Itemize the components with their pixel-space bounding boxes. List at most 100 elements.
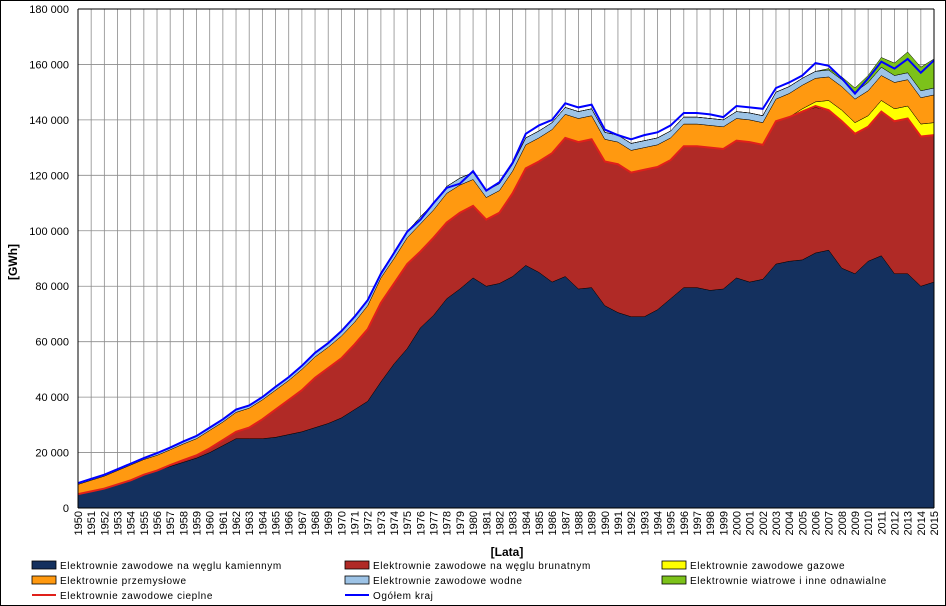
x-tick-label: 1968 [310, 511, 322, 535]
x-tick-label: 2014 [916, 511, 928, 535]
y-tick-label: 120 000 [29, 170, 69, 182]
x-tick-label: 1965 [271, 511, 283, 535]
x-tick-label: 2007 [824, 511, 836, 535]
legend-label-elektrownie-zawodowe-wodne: Elektrownie zawodowe wodne [373, 576, 523, 587]
x-tick-label: 1988 [573, 511, 585, 535]
y-tick-label: 0 [63, 503, 69, 515]
legend-label-elektrownie-wiatrowe-i-inne-odnawialne: Elektrownie wiatrowe i inne odnawialne [690, 576, 887, 587]
x-tick-label: 1960 [205, 511, 217, 535]
x-tick-label: 1991 [613, 511, 625, 535]
x-tick-label: 1985 [534, 511, 546, 535]
x-tick-label: 1958 [178, 511, 190, 535]
x-tick-label: 1963 [244, 511, 256, 535]
x-tick-label: 1990 [600, 511, 612, 535]
legend-label-elektrownie-zawodowe-cieplne: Elektrownie zawodowe cieplne [60, 591, 213, 602]
x-tick-label: 1976 [415, 511, 427, 535]
x-tick-label: 1981 [481, 511, 493, 535]
x-tick-label: 1978 [442, 511, 454, 535]
x-tick-label: 1994 [652, 511, 664, 535]
x-tick-label: 1952 [99, 511, 111, 535]
x-tick-label: 1969 [323, 511, 335, 535]
x-tick-label: 1971 [350, 511, 362, 535]
x-tick-label: 1998 [705, 511, 717, 535]
y-tick-label: 160 000 [29, 59, 69, 71]
x-tick-label: 1972 [363, 511, 375, 535]
x-tick-label: 2005 [797, 511, 809, 535]
x-tick-label: 1997 [692, 511, 704, 535]
legend-swatch-elektrownie-zawodowe-wodne [344, 575, 370, 585]
legend-label-og-em-kraj: Ogółem kraj [373, 591, 434, 602]
x-tick-label: 1999 [718, 511, 730, 535]
x-tick-label: 1962 [231, 511, 243, 535]
legend-swatch-elektrownie-wiatrowe-i-inne-odnawialne [661, 575, 687, 585]
x-tick-label: 2002 [758, 511, 770, 535]
series-lines [77, 57, 935, 496]
legend-label-elektrownie-zawodowe-gazowe: Elektrownie zawodowe gazowe [690, 561, 845, 572]
x-tick-label: 1983 [508, 511, 520, 535]
x-tick-label: 2010 [863, 511, 875, 535]
y-tick-label: 140 000 [29, 115, 69, 127]
legend: Elektrownie zawodowe na węglu kamiennym E… [31, 560, 887, 602]
x-tick-label: 1987 [560, 511, 572, 535]
legend-label-elektrownie-przemys-owe: Elektrownie przemysłowe [60, 576, 187, 587]
x-tick-label: 1996 [679, 511, 691, 535]
x-tick-label: 1967 [297, 511, 309, 535]
x-tick-label: 1973 [376, 511, 388, 535]
line-og-em-kraj [77, 57, 935, 485]
x-tick-label: 2000 [731, 511, 743, 535]
x-tick-label: 1984 [521, 511, 533, 535]
axes [77, 8, 935, 509]
y-tick-label: 180 000 [29, 4, 69, 16]
x-tick-label: 1951 [86, 511, 98, 535]
x-tick-label: 1961 [218, 511, 230, 535]
x-tick-label: 2009 [850, 511, 862, 535]
stacked-areas [77, 51, 935, 509]
x-tick-label: 2008 [837, 511, 849, 535]
x-tick-label: 1993 [639, 511, 651, 535]
x-tick-label: 1995 [666, 511, 678, 535]
area-elektrownie-zawodowe-na-w-glu-kamiennym [77, 249, 935, 509]
x-tick-label: 1989 [587, 511, 599, 535]
y-tick-label: 100 000 [29, 226, 69, 238]
legend-swatch-elektrownie-zawodowe-na-w-glu-kamiennym [31, 560, 57, 570]
x-tick-label: 2006 [810, 511, 822, 535]
x-tick-label: 1950 [73, 511, 85, 535]
x-tick-label: 1956 [152, 511, 164, 535]
x-axis-title: [Lata] [491, 545, 524, 559]
x-tick-label: 1966 [284, 511, 296, 535]
legend-swatch-elektrownie-przemys-owe [31, 575, 57, 585]
y-tick-label: 80 000 [35, 281, 69, 293]
x-tick-label: 2004 [784, 511, 796, 535]
x-tick-label: 2013 [903, 511, 915, 535]
x-tick-label: 1982 [494, 511, 506, 535]
x-tick-label: 1979 [455, 511, 467, 535]
y-tick-label: 20 000 [35, 448, 69, 460]
x-tick-label: 1980 [468, 511, 480, 535]
x-tick-label: 1964 [257, 511, 269, 535]
legend-swatch-elektrownie-zawodowe-na-w-glu-brunatnym [344, 560, 370, 570]
y-tick-label: 40 000 [35, 392, 69, 404]
x-tick-label: 1986 [547, 511, 559, 535]
x-tick-label: 2015 [929, 511, 941, 535]
x-tick-label: 1954 [126, 511, 138, 535]
x-tick-label: 2001 [745, 511, 757, 535]
x-tick-label: 1975 [402, 511, 414, 535]
x-tick-label: 1992 [626, 511, 638, 535]
x-tick-label: 1970 [336, 511, 348, 535]
x-tick-label: 1957 [165, 511, 177, 535]
x-tick-label: 1955 [139, 511, 151, 535]
legend-label-elektrownie-zawodowe-na-w-glu-brunatnym: Elektrownie zawodowe na węglu brunatnym [373, 561, 591, 572]
y-axis-title: [GWh] [6, 244, 20, 280]
line-elektrownie-zawodowe-cieplne [77, 104, 935, 496]
x-tick-label: 1974 [389, 511, 401, 535]
x-tick-labels: 1950 1951 1952 1953 1954 1955 1956 1957 1958 1959… [73, 511, 941, 535]
x-tick-label: 2011 [876, 511, 888, 535]
x-tick-label: 1953 [113, 511, 125, 535]
x-tick-label: 2012 [889, 511, 901, 535]
legend-label-elektrownie-zawodowe-na-w-glu-kamiennym: Elektrownie zawodowe na węglu kamiennym [60, 561, 282, 572]
x-tick-label: 2003 [771, 511, 783, 535]
y-tick-labels: 0 20 000 40 000 60 000 80 000 100 000 120 000 1… [29, 4, 69, 515]
x-tick-label: 1977 [429, 511, 441, 535]
y-tick-label: 60 000 [35, 337, 69, 349]
